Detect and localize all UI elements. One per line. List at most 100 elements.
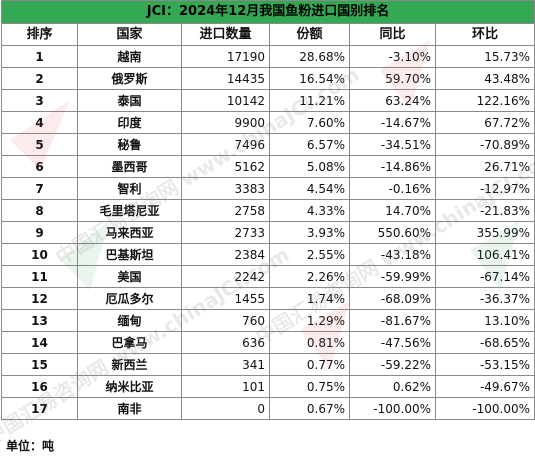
rank-cell: 6 (1, 155, 78, 178)
table-row: 7 智利 3383 4.54% -0.16% -12.97% (1, 177, 535, 200)
mom-cell: 355.99% (434, 221, 535, 244)
share-cell: 4.54% (269, 177, 350, 200)
quantity-cell: 2758 (181, 199, 270, 222)
share-cell: 0.77% (269, 353, 350, 376)
table-row: 14 巴拿马 636 0.81% -47.56% -68.65% (1, 331, 535, 354)
table-row: 16 纳米比亚 101 0.75% 0.62% -49.67% (1, 375, 535, 398)
country-cell: 智利 (77, 177, 182, 200)
mom-cell: 122.16% (434, 89, 535, 112)
quantity-cell: 341 (181, 353, 270, 376)
country-cell: 泰国 (77, 89, 182, 112)
rank-cell: 7 (1, 177, 78, 200)
mom-cell: 43.48% (434, 67, 535, 90)
rank-cell: 14 (1, 331, 78, 354)
import-ranking-table: JCI：2024年12月我国鱼粉进口国别排名 排序 国家 进口数量 份额 同比 … (0, 0, 535, 420)
country-cell: 新西兰 (77, 353, 182, 376)
table-row: 1 越南 17190 28.68% -3.10% 15.73% (1, 45, 535, 68)
header-rank: 排序 (1, 23, 78, 46)
header-share: 份额 (269, 23, 350, 46)
yoy-cell: -0.16% (349, 177, 436, 200)
share-cell: 0.67% (269, 397, 350, 420)
table-row: 12 厄瓜多尔 1455 1.74% -68.09% -36.37% (1, 287, 535, 310)
share-cell: 2.26% (269, 265, 350, 288)
mom-cell: -36.37% (434, 287, 535, 310)
table-row: 4 印度 9900 7.60% -14.67% 67.72% (1, 111, 535, 134)
country-cell: 厄瓜多尔 (77, 287, 182, 310)
country-cell: 马来西亚 (77, 221, 182, 244)
header-yoy: 同比 (349, 23, 436, 46)
mom-cell: 15.73% (434, 45, 535, 68)
unit-label: 单位：吨 (6, 439, 55, 453)
yoy-cell: 0.62% (349, 375, 436, 398)
quantity-cell: 17190 (181, 45, 270, 68)
yoy-cell: -59.99% (349, 265, 436, 288)
rank-cell: 9 (1, 221, 78, 244)
yoy-cell: -3.10% (349, 45, 436, 68)
quantity-cell: 10142 (181, 89, 270, 112)
rank-cell: 4 (1, 111, 78, 134)
quantity-cell: 0 (181, 397, 270, 420)
table-row: 13 缅甸 760 1.29% -81.67% 13.10% (1, 309, 535, 332)
yoy-cell: -59.22% (349, 353, 436, 376)
mom-cell: 106.41% (434, 243, 535, 266)
quantity-cell: 760 (181, 309, 270, 332)
share-cell: 7.60% (269, 111, 350, 134)
header-quantity: 进口数量 (181, 23, 270, 46)
share-cell: 2.55% (269, 243, 350, 266)
share-cell: 3.93% (269, 221, 350, 244)
yoy-cell: 550.60% (349, 221, 436, 244)
yoy-cell: 59.70% (349, 67, 436, 90)
rank-cell: 11 (1, 265, 78, 288)
share-cell: 0.75% (269, 375, 350, 398)
yoy-cell: -14.86% (349, 155, 436, 178)
share-cell: 4.33% (269, 199, 350, 222)
share-cell: 1.74% (269, 287, 350, 310)
share-cell: 1.29% (269, 309, 350, 332)
rank-cell: 1 (1, 45, 78, 68)
yoy-cell: 14.70% (349, 199, 436, 222)
table-row: 8 毛里塔尼亚 2758 4.33% 14.70% -21.83% (1, 199, 535, 222)
rank-cell: 3 (1, 89, 78, 112)
rank-cell: 10 (1, 243, 78, 266)
quantity-cell: 1455 (181, 287, 270, 310)
table-row: 6 墨西哥 5162 5.08% -14.86% 26.71% (1, 155, 535, 178)
header-mom: 环比 (434, 23, 535, 46)
rank-cell: 5 (1, 133, 78, 156)
mom-cell: -12.97% (434, 177, 535, 200)
table-title: JCI：2024年12月我国鱼粉进口国别排名 (0, 0, 535, 24)
mom-cell: -70.89% (434, 133, 535, 156)
quantity-cell: 9900 (181, 111, 270, 134)
rank-cell: 13 (1, 309, 78, 332)
table-row: 2 俄罗斯 14435 16.54% 59.70% 43.48% (1, 67, 535, 90)
table-row: 11 美国 2242 2.26% -59.99% -67.14% (1, 265, 535, 288)
quantity-cell: 2733 (181, 221, 270, 244)
yoy-cell: -100.00% (349, 397, 436, 420)
mom-cell: -68.65% (434, 331, 535, 354)
mom-cell: -67.14% (434, 265, 535, 288)
rank-cell: 15 (1, 353, 78, 376)
quantity-cell: 101 (181, 375, 270, 398)
country-cell: 俄罗斯 (77, 67, 182, 90)
share-cell: 11.21% (269, 89, 350, 112)
rank-cell: 12 (1, 287, 78, 310)
rank-cell: 2 (1, 67, 78, 90)
quantity-cell: 636 (181, 331, 270, 354)
share-cell: 16.54% (269, 67, 350, 90)
country-cell: 毛里塔尼亚 (77, 199, 182, 222)
mom-cell: 26.71% (434, 155, 535, 178)
quantity-cell: 14435 (181, 67, 270, 90)
table-row: 15 新西兰 341 0.77% -59.22% -53.15% (1, 353, 535, 376)
share-cell: 5.08% (269, 155, 350, 178)
rank-cell: 8 (1, 199, 78, 222)
table-row: 9 马来西亚 2733 3.93% 550.60% 355.99% (1, 221, 535, 244)
quantity-cell: 3383 (181, 177, 270, 200)
header-row: 排序 国家 进口数量 份额 同比 环比 (1, 23, 535, 46)
table-row: 3 泰国 10142 11.21% 63.24% 122.16% (1, 89, 535, 112)
mom-cell: -49.67% (434, 375, 535, 398)
share-cell: 6.57% (269, 133, 350, 156)
share-cell: 28.68% (269, 45, 350, 68)
quantity-cell: 7496 (181, 133, 270, 156)
rank-cell: 16 (1, 375, 78, 398)
share-cell: 0.81% (269, 331, 350, 354)
header-country: 国家 (77, 23, 182, 46)
